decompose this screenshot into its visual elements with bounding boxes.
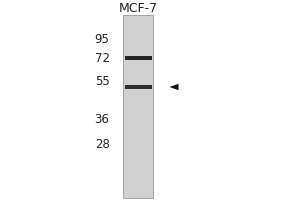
Text: 72: 72 [94,52,110,65]
Text: 95: 95 [94,33,110,46]
Bar [124,56,152,60]
Text: 28: 28 [94,138,110,151]
Text: MCF-7: MCF-7 [118,2,158,15]
Text: 55: 55 [95,75,110,88]
Bar [123,15,153,198]
Polygon shape [169,84,178,90]
Bar [124,85,152,89]
Text: 36: 36 [94,113,110,126]
